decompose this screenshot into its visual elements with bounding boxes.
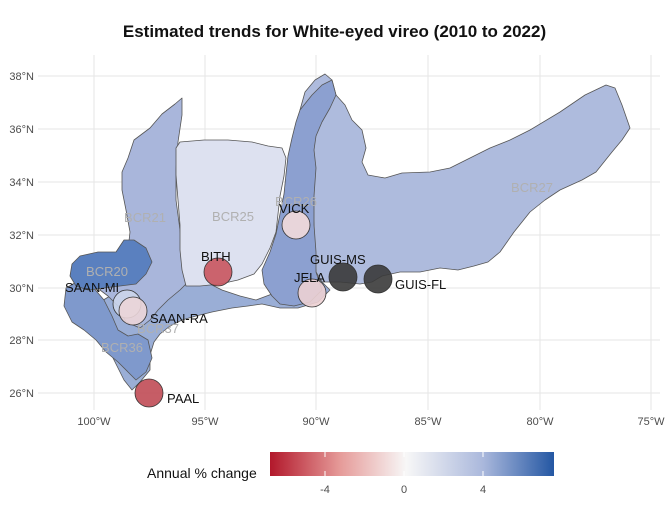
region-bcr36 — [63, 279, 153, 381]
region-label-bcr21: BCR21 — [124, 210, 166, 225]
legend-title: Annual % change — [147, 465, 257, 481]
lat-axis: 26°N 28°N 30°N 32°N 34°N 36°N 38°N — [9, 71, 34, 400]
region-label-bcr36: BCR36 — [101, 340, 143, 355]
region-bcr20 — [69, 239, 153, 291]
site-label-saan-ra: SAAN-RA — [150, 311, 208, 326]
lon-axis: 100°W 95°W 90°W 85°W 80°W 75°W — [77, 416, 665, 428]
region-bcr25 — [175, 139, 287, 287]
bcr-regions — [63, 73, 631, 391]
region-label-bcr25: BCR25 — [212, 209, 254, 224]
site-marker-guis-ms — [328, 262, 358, 292]
site-marker-guis-fl — [363, 264, 393, 294]
lat-tick-36: 36°N — [9, 124, 34, 136]
site-marker-bith — [203, 257, 233, 287]
map-title: Estimated trends for White-eyed vireo (2… — [122, 22, 547, 41]
lat-tick-34: 34°N — [9, 177, 34, 189]
site-label-paal: PAAL — [167, 391, 199, 406]
legend-tick-label-4: 4 — [480, 484, 486, 496]
legend-ticks — [324, 452, 484, 476]
lon-tick-75: 75°W — [637, 416, 665, 428]
site-label-guis-ms: GUIS-MS — [310, 252, 366, 267]
lat-tick-30: 30°N — [9, 283, 34, 295]
site-marker-jela — [297, 278, 327, 308]
lon-tick-90: 90°W — [302, 416, 330, 428]
lat-tick-26: 26°N — [9, 388, 34, 400]
site-label-guis-fl: GUIS-FL — [395, 277, 446, 292]
lon-tick-95: 95°W — [191, 416, 219, 428]
site-marker-vick — [281, 210, 311, 240]
lon-tick-80: 80°W — [526, 416, 554, 428]
region-bcr27 — [299, 73, 631, 285]
lat-tick-38: 38°N — [9, 71, 34, 83]
lat-tick-28: 28°N — [9, 335, 34, 347]
region-label-bcr37: BCR37 — [137, 321, 179, 336]
region-label-bcr27: BCR27 — [511, 180, 553, 195]
site-label-saan-mi: SAAN-MI — [65, 280, 119, 295]
legend-colorbar — [270, 452, 554, 476]
legend-tick-label-neg4: -4 — [320, 484, 330, 496]
site-label-jela: JELA — [294, 270, 325, 285]
lon-tick-100: 100°W — [77, 416, 111, 428]
lat-tick-32: 32°N — [9, 230, 34, 242]
lon-tick-85: 85°W — [414, 416, 442, 428]
site-marker-paal — [134, 378, 164, 408]
region-label-bcr20: BCR20 — [86, 264, 128, 279]
site-labels: VICK BITH GUIS-MS GUIS-FL JELA SAAN-MI S… — [65, 201, 446, 406]
region-label-bcr26: BCR26 — [275, 194, 317, 209]
legend-tick-label-0: 0 — [401, 484, 407, 496]
region-labels: BCR20 BCR21 BCR25 BCR26 BCR27 BCR36 BCR3… — [86, 180, 553, 355]
site-markers — [112, 210, 393, 408]
site-label-vick: VICK — [279, 201, 310, 216]
site-label-bith: BITH — [201, 249, 231, 264]
site-marker-saan-ra — [118, 296, 148, 326]
